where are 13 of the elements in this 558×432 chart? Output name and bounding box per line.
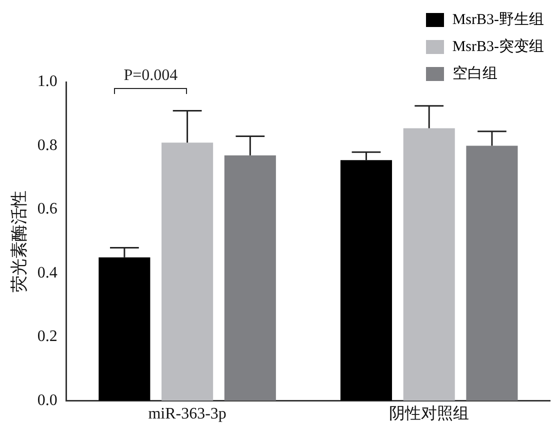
x-tick-label: miR-363-3p xyxy=(148,406,226,423)
legend-label: 空白组 xyxy=(452,64,498,83)
y-tick-label: 1.0 xyxy=(37,73,58,90)
y-tick-label: 0.0 xyxy=(37,392,58,410)
y-tick-label: 0.4 xyxy=(37,264,58,282)
y-tick-label: 0.8 xyxy=(37,136,58,154)
annotation: P=0.004 xyxy=(124,67,178,84)
x-tick-label: 阴性对照组 xyxy=(389,404,470,423)
y-tick-label: 0.2 xyxy=(37,328,58,346)
legend-label: MsrB3-突变组 xyxy=(452,38,544,56)
y-axis-title: 荧光素酶活性 xyxy=(10,190,29,292)
y-tick-label: 0.6 xyxy=(37,200,58,218)
legend-label: MsrB3-野生组 xyxy=(452,10,544,29)
